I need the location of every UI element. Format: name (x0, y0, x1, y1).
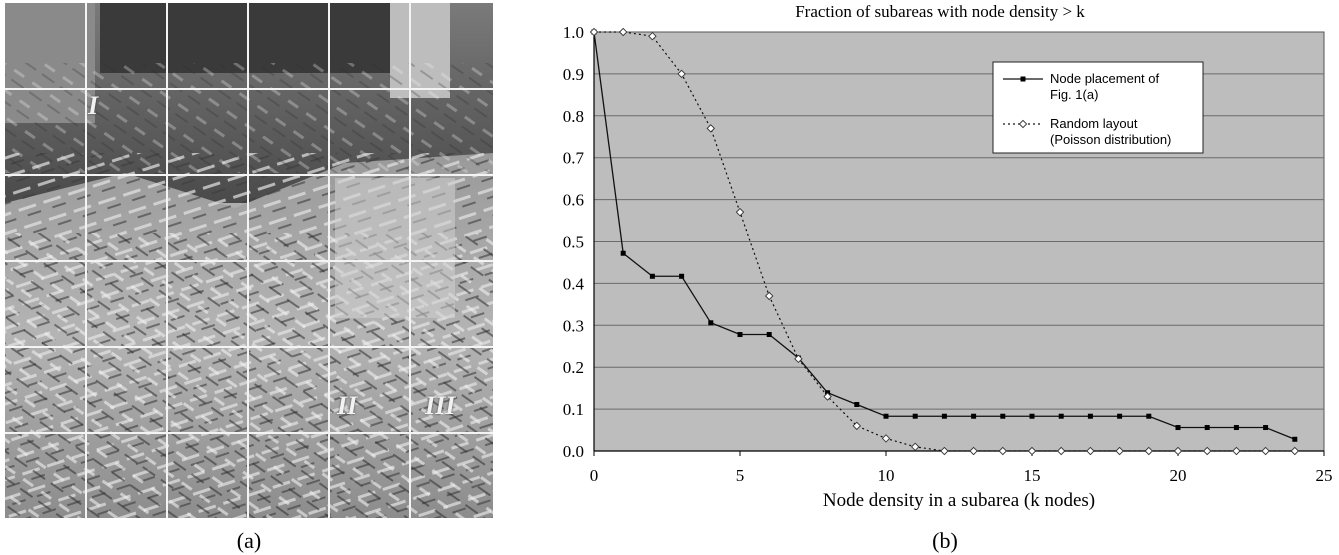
data-point-random-layout (910, 442, 920, 452)
data-point-node-placement (1029, 413, 1035, 419)
data-point-node-placement (620, 250, 626, 256)
data-point-node-placement (1204, 425, 1210, 431)
data-point-random-layout (1115, 446, 1124, 456)
data-point-random-layout (648, 31, 657, 41)
data-point-node-placement (766, 332, 772, 338)
region-label-3: III (425, 391, 456, 420)
data-point-node-placement (854, 401, 860, 407)
data-point-random-layout (1261, 446, 1270, 456)
data-point-random-layout (1056, 446, 1066, 456)
data-point-random-layout (1290, 446, 1300, 456)
y-tick-label: 0.8 (563, 107, 584, 126)
y-tick-label: 1.0 (563, 23, 584, 42)
y-tick-label: 0.4 (563, 274, 585, 293)
legend-marker-node-placement (1020, 76, 1026, 82)
y-tick-label: 0.0 (563, 442, 584, 461)
data-point-node-placement (1087, 413, 1093, 419)
legend-marker-random-layout (1018, 119, 1028, 129)
data-point-random-layout (677, 69, 686, 79)
x-tick-label: 10 (878, 466, 895, 485)
legend-label-node-placement-line2: Fig. 1(a) (1050, 87, 1098, 102)
data-point-random-layout (1202, 446, 1212, 456)
y-tick-label: 0.5 (563, 233, 584, 252)
data-point-node-placement (941, 413, 947, 419)
x-tick-label: 5 (736, 466, 745, 485)
legend-box (992, 61, 1204, 154)
chart-title: Fraction of subareas with node density >… (795, 2, 1085, 21)
data-point-random-layout (618, 27, 628, 37)
data-point-random-layout (794, 354, 803, 364)
data-point-random-layout (1232, 446, 1241, 456)
data-point-random-layout (1144, 446, 1154, 456)
x-tick-label: 20 (1170, 466, 1187, 485)
y-tick-label: 0.9 (563, 65, 584, 84)
density-chart: Fraction of subareas with node density >… (563, 2, 1333, 511)
data-point-node-placement (679, 273, 685, 279)
y-tick-label: 0.1 (563, 400, 584, 419)
data-point-node-placement (971, 413, 977, 419)
x-tick-label: 15 (1024, 466, 1041, 485)
region-label-2: II (337, 391, 358, 420)
x-axis-label: Node density in a subarea (k nodes) (823, 490, 1095, 511)
data-point-node-placement (649, 273, 655, 279)
legend-label-node-placement-line1: Node placement of (1050, 71, 1160, 86)
data-point-random-layout (735, 207, 745, 217)
data-point-node-placement (1233, 425, 1239, 431)
legend-label-random-layout-line1: Random layout (1050, 116, 1138, 131)
legend-label-random-layout-line2: (Poisson distribution) (1050, 132, 1171, 147)
data-point-random-layout (1027, 446, 1037, 456)
data-point-node-placement (708, 320, 714, 326)
data-point-node-placement (1117, 413, 1123, 419)
data-point-node-placement (912, 413, 918, 419)
data-point-random-layout (852, 421, 862, 431)
data-point-random-layout (706, 124, 716, 133)
data-point-random-layout (1173, 446, 1183, 456)
region-label-1: I (88, 91, 99, 120)
legend: Node placement of Fig. 1(a) Random layou… (992, 61, 1204, 154)
data-point-node-placement (737, 332, 743, 338)
data-point-node-placement (1292, 436, 1298, 442)
y-tick-label: 0.3 (563, 316, 584, 335)
data-point-random-layout (823, 392, 832, 401)
x-tick-label: 25 (1316, 466, 1333, 485)
data-point-random-layout (764, 291, 774, 301)
data-point-node-placement (883, 413, 889, 419)
y-tick-label: 0.7 (563, 149, 585, 168)
data-point-node-placement (1146, 413, 1152, 419)
caption-a: (a) (236, 528, 262, 553)
y-tick-label: 0.2 (563, 358, 584, 377)
data-point-node-placement (1000, 413, 1006, 419)
data-point-random-layout (969, 446, 978, 456)
data-point-node-placement (1175, 425, 1181, 431)
data-point-random-layout (940, 446, 949, 456)
data-point-random-layout (589, 27, 599, 37)
y-tick-label: 0.6 (563, 191, 584, 210)
rubble-photo: I II III (5, 3, 493, 518)
x-tick-label: 0 (590, 466, 599, 485)
data-point-random-layout (881, 434, 891, 443)
data-point-random-layout (998, 446, 1008, 456)
caption-b: (b) (932, 528, 958, 553)
data-point-node-placement (1058, 413, 1064, 419)
data-point-node-placement (1263, 425, 1269, 431)
data-point-random-layout (1086, 446, 1095, 456)
